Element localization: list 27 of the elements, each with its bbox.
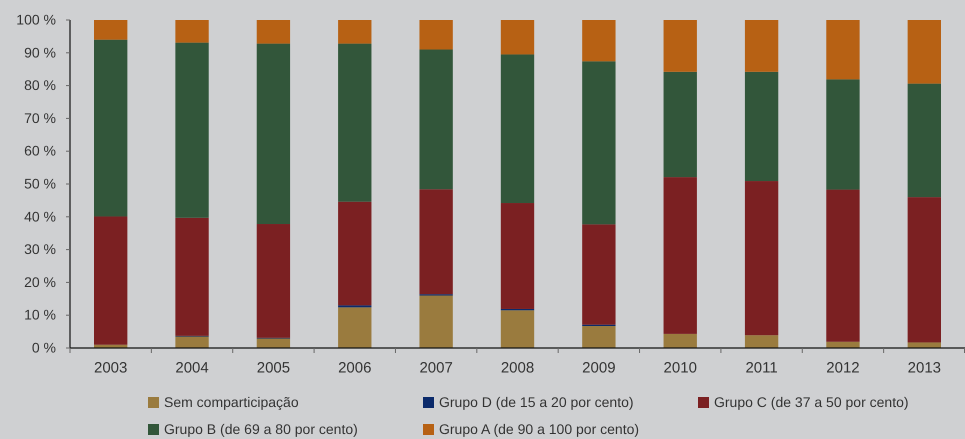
legend-label: Sem comparticipação [164,394,299,410]
y-tick-label: 20 % [24,274,56,290]
x-tick-label: 2010 [664,360,697,377]
x-tick-label: 2004 [175,360,209,377]
y-tick-label: 60 % [24,142,56,159]
legend-label: Grupo D (de 15 a 20 por cento) [439,394,634,410]
legend-label: Grupo C (de 37 a 50 por cento) [714,394,909,410]
x-tick-label: 2008 [500,360,534,377]
x-tick-label: 2006 [338,360,372,377]
y-tick-label: 40 % [24,208,56,224]
y-tick-label: 0 % [32,339,56,356]
x-tick-label: 2003 [94,360,128,377]
x-tick-label: 2012 [826,360,860,377]
legend-label: Grupo B (de 69 a 80 por cento) [164,421,358,437]
y-tick-label: 100 % [16,11,56,28]
y-tick-label: 70 % [24,110,56,126]
x-tick-label: 2011 [745,360,778,377]
legend-label: Grupo A (de 90 a 100 por cento) [439,421,640,437]
x-tick-label: 2007 [419,360,453,377]
y-tick-label: 30 % [24,241,56,258]
y-tick-label: 80 % [24,77,56,94]
x-tick-label: 2009 [582,360,616,377]
y-tick-label: 50 % [24,175,56,192]
x-tick-label: 2013 [908,360,942,377]
y-tick-label: 10 % [24,306,56,323]
x-tick-label: 2005 [256,360,290,377]
y-tick-label: 90 % [24,44,56,60]
